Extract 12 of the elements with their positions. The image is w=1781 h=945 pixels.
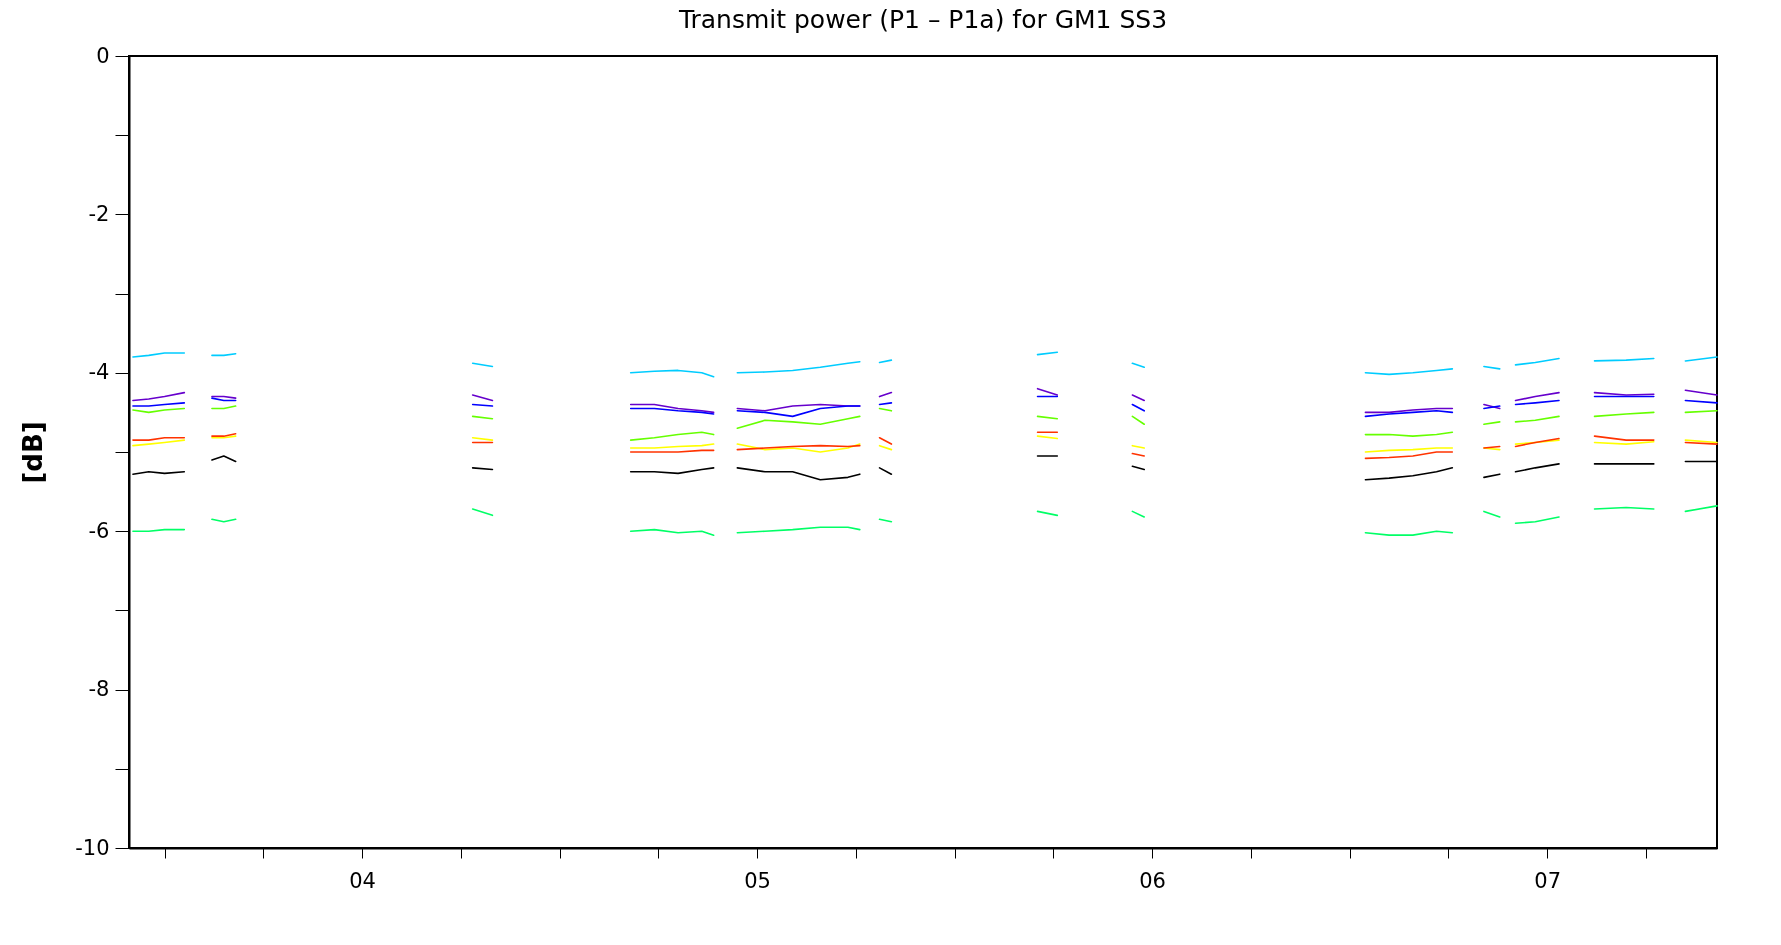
y-tick-label: -2 [88, 201, 110, 226]
y-tick-label: -10 [75, 835, 110, 860]
x-tick-label: 06 [1139, 868, 1166, 893]
y-tick-label: -8 [88, 677, 110, 702]
chart-title: Transmit power (P1 – P1a) for GM1 SS3 [677, 5, 1168, 34]
x-tick-label: 07 [1534, 868, 1562, 893]
x-tick-label: 04 [349, 868, 376, 893]
x-tick-label: 05 [744, 868, 771, 893]
y-tick-label: 0 [96, 43, 110, 68]
y-tick-label: -4 [88, 360, 110, 385]
y-axis-title: [dB] [18, 421, 49, 484]
y-tick-label: -6 [88, 518, 110, 543]
